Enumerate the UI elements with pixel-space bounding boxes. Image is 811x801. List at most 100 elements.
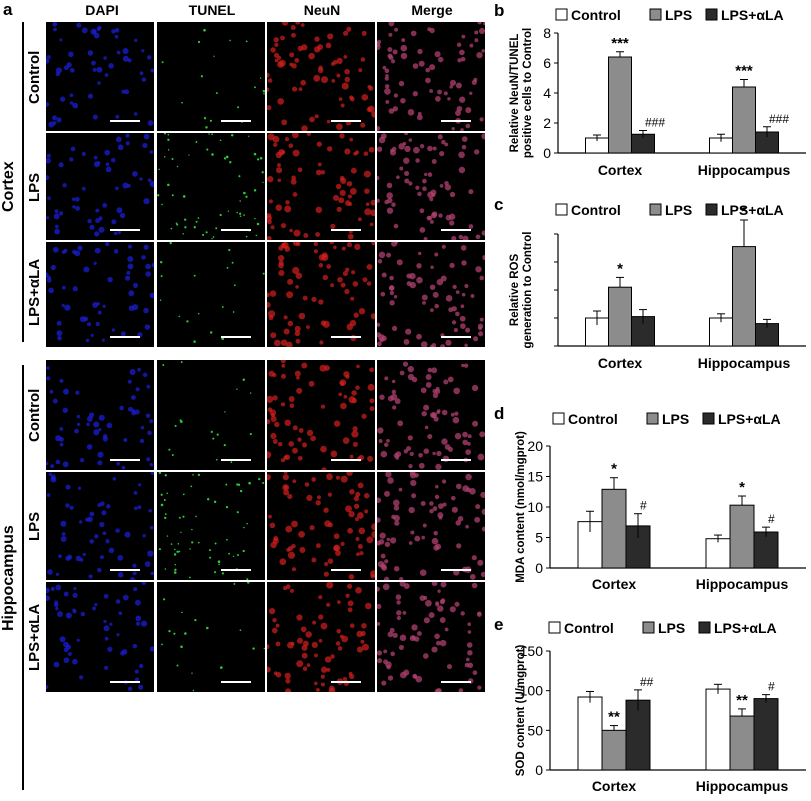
micrograph-neun-row5 — [267, 472, 375, 580]
significance-mark: ## — [640, 675, 654, 689]
y-tick-label: 15 — [527, 469, 543, 485]
scale-bar — [221, 569, 251, 571]
y-tick-label: 10 — [527, 499, 543, 515]
scale-bar — [221, 681, 251, 683]
legend-swatch — [642, 621, 655, 634]
significance-mark: ** — [608, 709, 620, 726]
row-label-hippocampus-control: Control — [26, 388, 43, 442]
micrograph-dapi-row6 — [46, 582, 154, 692]
bar-lps — [608, 286, 632, 347]
legend-swatch — [649, 8, 662, 21]
micrograph-merge-row6 — [377, 582, 485, 692]
row-label-cortex-lps: LPS — [26, 172, 43, 202]
y-tick-label: 6 — [543, 55, 551, 71]
legend-swatch — [552, 412, 565, 425]
micrograph-dapi-row1 — [46, 22, 154, 131]
legend-label: Control — [564, 620, 614, 636]
scale-bar — [110, 120, 140, 122]
scale-bar — [441, 681, 471, 683]
panel-letter: d — [494, 404, 504, 423]
y-axis-label: SOD content (U/mgprot) — [515, 645, 527, 777]
panel-letter: b — [494, 1, 504, 20]
micrograph-tunel-row6 — [157, 582, 265, 692]
y-tick-label: 0 — [535, 560, 543, 576]
scale-bar — [110, 229, 140, 231]
bar-lps — [608, 56, 632, 154]
bar-lps — [601, 488, 627, 569]
category-label: Hippocampus — [696, 778, 789, 794]
column-header-dapi: DAPI — [85, 2, 119, 18]
y-axis-label: generation to Control — [522, 232, 534, 349]
y-tick-label: 0 — [543, 145, 551, 161]
legend-swatch — [548, 621, 561, 634]
significance-mark: *** — [735, 63, 753, 80]
legend-label: LPS — [665, 7, 692, 23]
chart-c: c Control LPS LPS+αLA Relative ROS generation… — [490, 194, 811, 384]
micrograph-tunel-row2 — [157, 133, 265, 240]
y-tick-label: 4 — [543, 85, 551, 101]
micrograph-merge-row4 — [377, 360, 485, 470]
scale-bar — [331, 336, 361, 338]
scale-bar — [331, 120, 361, 122]
y-axis-label: positive cells to Control — [522, 28, 534, 158]
scale-bar — [331, 229, 361, 231]
scale-bar — [441, 459, 471, 461]
bar-lps — [732, 86, 756, 154]
row-label-hippocampus-lps: LPS — [26, 511, 43, 541]
y-axis-label: MDA content (nmol/mgprot) — [515, 431, 527, 583]
legend-swatch — [705, 8, 718, 21]
category-label: Cortex — [592, 778, 637, 794]
scale-bar — [221, 229, 251, 231]
scale-bar — [221, 336, 251, 338]
significance-mark: # — [640, 499, 647, 513]
legend-label: Control — [571, 202, 621, 218]
scale-bar — [110, 569, 140, 571]
hippocampus-bracket — [22, 365, 24, 790]
scale-bar — [221, 120, 251, 122]
significance-mark: * — [741, 203, 747, 220]
scale-bar — [441, 229, 471, 231]
bar-lpsla — [753, 698, 779, 771]
micrograph-tunel-row5 — [157, 472, 265, 580]
panel-letter: e — [494, 615, 503, 634]
micrograph-merge-row2 — [377, 133, 485, 240]
category-label: Hippocampus — [696, 576, 789, 592]
legend-label: LPS — [665, 202, 692, 218]
y-tick-label: 20 — [527, 438, 543, 454]
scale-bar — [110, 681, 140, 683]
bar-lpsla — [625, 699, 651, 771]
legend-swatch — [646, 412, 659, 425]
scale-bar — [441, 120, 471, 122]
y-tick-label: 8 — [543, 25, 551, 41]
scale-bar — [110, 459, 140, 461]
category-label: Cortex — [592, 576, 637, 592]
micrograph-neun-row1 — [267, 22, 375, 131]
scale-bar — [110, 336, 140, 338]
legend-label: LPS+αLA — [714, 620, 777, 636]
chart-b-svg: b Control LPS LPS+αLA 0 2 4 6 8 Relative NeuN/TUN… — [494, 1, 806, 178]
y-tick-label: 0 — [535, 762, 543, 778]
legend-label: LPS+αLA — [721, 7, 784, 23]
scale-bar — [331, 459, 361, 461]
row-label-hippocampus-lpsala: LPS+αLA — [26, 603, 43, 671]
chart-c-svg: c Control LPS LPS+αLA Relative ROS generation… — [494, 195, 806, 371]
bar-control — [709, 317, 733, 347]
bar-lps — [729, 715, 755, 771]
bar-lps — [601, 729, 627, 771]
micrograph-dapi-row3 — [46, 242, 154, 347]
micrograph-dapi-row2 — [46, 133, 154, 240]
bar-lps — [732, 246, 756, 347]
panel-letter: c — [494, 195, 503, 214]
legend-swatch — [705, 203, 718, 216]
y-tick-label: 5 — [535, 530, 543, 546]
micrograph-merge-row5 — [377, 472, 485, 580]
legend-swatch — [702, 412, 715, 425]
chart-d: d Control LPS LPS+αLA 0 5 10 15 20 MDA content (n… — [490, 403, 811, 603]
legend-label: Control — [571, 7, 621, 23]
column-header-merge: Merge — [411, 2, 453, 18]
bar-lpsla — [753, 531, 779, 569]
bar-control — [705, 538, 731, 569]
legend-swatch — [649, 203, 662, 216]
